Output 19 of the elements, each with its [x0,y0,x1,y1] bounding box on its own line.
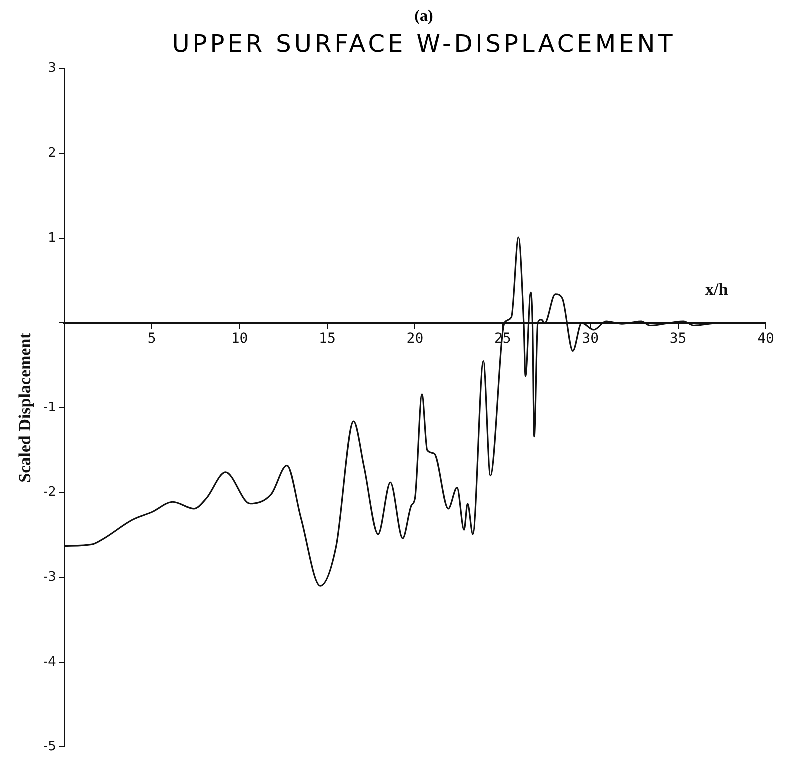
y-tick-label: -2 [43,485,56,500]
y-tick-label: 1 [48,230,56,246]
y-tick-label: -1 [43,400,56,416]
y-axis-title: Scaled Displacement [16,332,35,483]
x-tick-label: 5 [148,331,156,348]
y-tick-label: 3 [48,61,56,76]
y-tick-label: 2 [48,146,56,161]
x-tick-label: 30 [582,331,600,348]
x-tick-label: 35 [670,331,687,348]
x-tick-label: 40 [758,331,774,348]
y-tick-label: -3 [43,570,56,585]
x-tick-label: 15 [319,331,336,348]
chart-subtitle: (a) [414,8,434,26]
y-tick-label: -4 [43,654,56,670]
x-tick-label: 20 [406,331,424,348]
chart-title: UPPER SURFACE W-DISPLACEMENT [171,30,677,58]
x-tick-label: 10 [231,331,248,348]
x-axis-title: x/h [706,280,729,300]
y-tick-label: -5 [43,740,56,755]
